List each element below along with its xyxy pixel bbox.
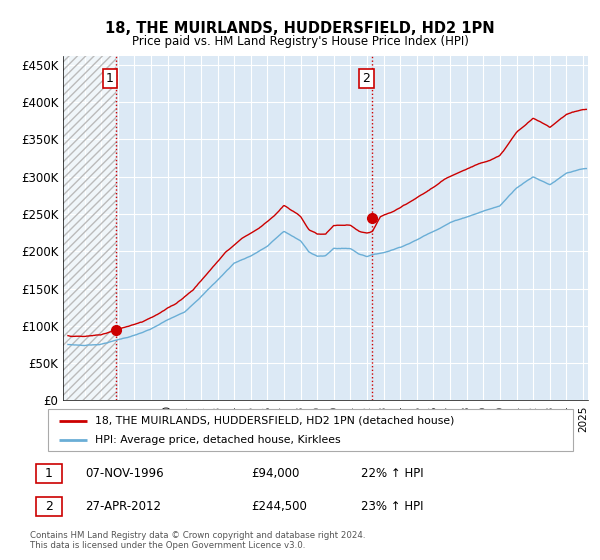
Text: HPI: Average price, detached house, Kirklees: HPI: Average price, detached house, Kirk… — [95, 435, 341, 445]
Text: Contains HM Land Registry data © Crown copyright and database right 2024.
This d: Contains HM Land Registry data © Crown c… — [30, 531, 365, 550]
Text: 18, THE MUIRLANDS, HUDDERSFIELD, HD2 1PN (detached house): 18, THE MUIRLANDS, HUDDERSFIELD, HD2 1PN… — [95, 416, 455, 426]
Text: 27-APR-2012: 27-APR-2012 — [85, 500, 161, 514]
Text: 2: 2 — [45, 500, 53, 514]
Text: 1: 1 — [45, 466, 53, 480]
Text: 07-NOV-1996: 07-NOV-1996 — [85, 466, 164, 480]
Text: Price paid vs. HM Land Registry's House Price Index (HPI): Price paid vs. HM Land Registry's House … — [131, 35, 469, 48]
Text: 18, THE MUIRLANDS, HUDDERSFIELD, HD2 1PN: 18, THE MUIRLANDS, HUDDERSFIELD, HD2 1PN — [105, 21, 495, 36]
Text: 1: 1 — [106, 72, 113, 85]
Text: £94,000: £94,000 — [251, 466, 299, 480]
Text: 23% ↑ HPI: 23% ↑ HPI — [361, 500, 424, 514]
Text: 2: 2 — [362, 72, 370, 85]
Bar — [35, 464, 62, 483]
Text: £244,500: £244,500 — [251, 500, 307, 514]
Bar — [35, 497, 62, 516]
Text: 22% ↑ HPI: 22% ↑ HPI — [361, 466, 424, 480]
